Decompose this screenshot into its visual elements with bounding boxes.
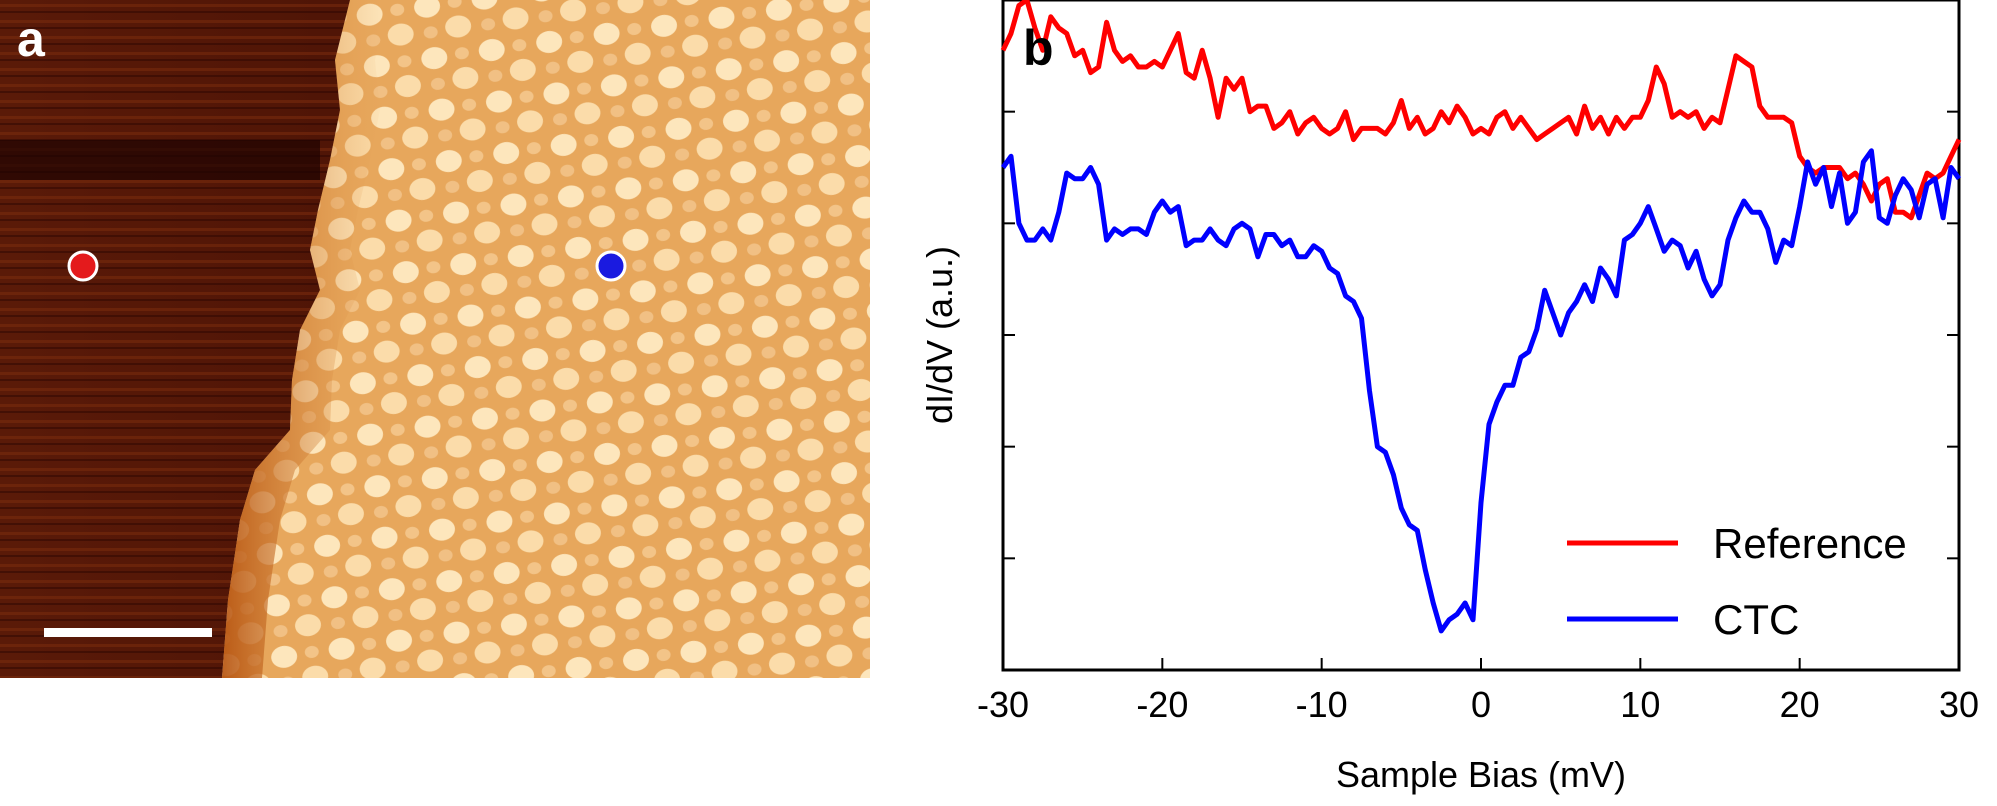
- legend-label-ctc: CTC: [1713, 596, 1799, 643]
- plot-frame: [1001, 0, 1961, 672]
- x-axis-label: Sample Bias (mV): [1336, 754, 1626, 795]
- legend: Reference CTC: [1567, 520, 1907, 643]
- panel-label-b: b: [1023, 20, 1054, 76]
- y-axis-label: dI/dV (a.u.): [919, 246, 960, 424]
- spectra-chart: -30 -20 -10 0 10 20 30 b Sample Bias (mV) dI/d…: [919, 0, 1979, 795]
- panel-label-a: a: [17, 11, 46, 67]
- legend-label-reference: Reference: [1713, 520, 1907, 567]
- x-tick-label: -20: [1136, 684, 1188, 725]
- spectra-chart-panel: -30 -20 -10 0 10 20 30 b Sample Bias (mV) dI/d…: [870, 0, 1997, 801]
- x-tick-label: -30: [977, 684, 1029, 725]
- molecular-island: [222, 0, 870, 678]
- stm-topography-image: a: [0, 0, 870, 678]
- reference-location-marker: [67, 250, 99, 282]
- x-tick-label: 20: [1780, 684, 1820, 725]
- x-tick-label: 30: [1939, 684, 1979, 725]
- scale-bar: [44, 628, 212, 637]
- stm-image-panel: a: [0, 0, 870, 678]
- x-tick-label: 0: [1471, 684, 1491, 725]
- series-line-reference: [1000, 0, 1962, 221]
- x-tick-label: 10: [1620, 684, 1660, 725]
- x-tick-label: -10: [1296, 684, 1348, 725]
- series-line-ctc: [1000, 148, 1962, 634]
- ctc-location-marker: [595, 250, 627, 282]
